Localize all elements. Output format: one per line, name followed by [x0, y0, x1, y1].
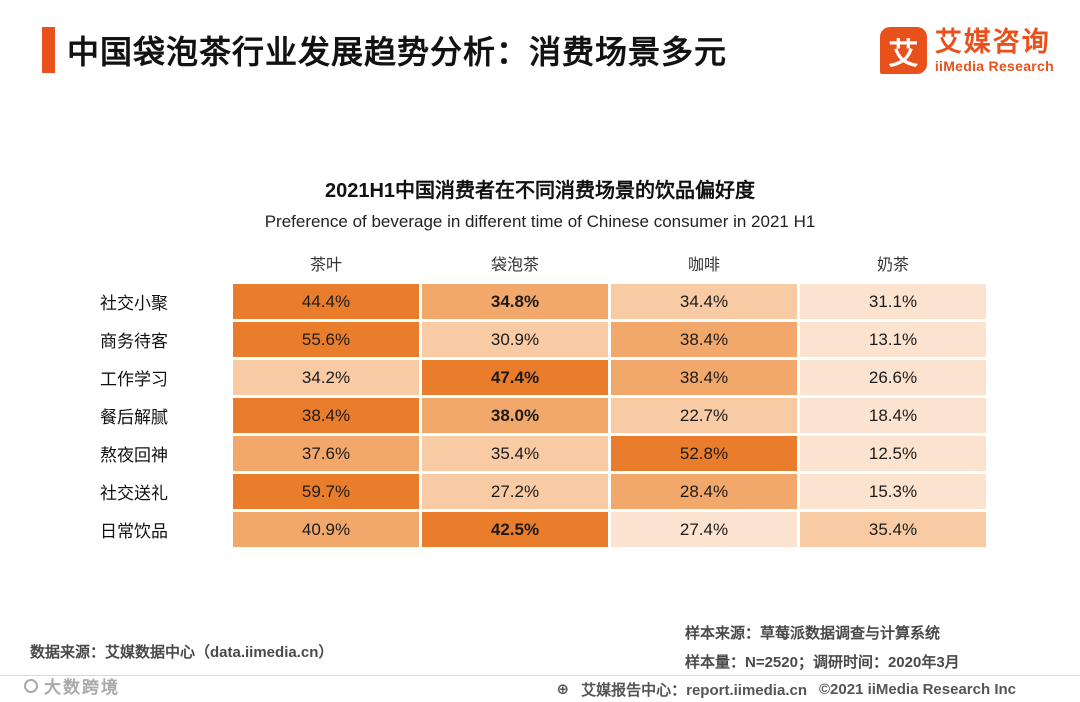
chart-section: 2021H1中国消费者在不同消费场景的饮品偏好度 Preference of b…: [0, 174, 1080, 550]
value-cell: 27.4%: [611, 512, 797, 547]
column-header-3: 咖啡: [687, 257, 720, 274]
value-cell: 28.4%: [611, 474, 797, 509]
row-label: 社交送礼: [100, 484, 168, 503]
row-label: 商务待客: [100, 332, 168, 351]
value-cell: 59.7%: [233, 474, 419, 509]
table-corner: [96, 250, 230, 276]
table-row: 餐后解腻 38.4% 38.0% 22.7% 18.4%: [96, 398, 986, 433]
value-cell: 18.4%: [800, 398, 986, 433]
value-cell: 40.9%: [233, 512, 419, 547]
row-label: 社交小聚: [100, 294, 168, 313]
value-cell: 34.2%: [233, 360, 419, 395]
value-cell: 27.2%: [422, 474, 608, 509]
report-center-icon: ⊕: [556, 681, 570, 698]
value-cell: 38.0%: [422, 398, 608, 433]
report-center-text: 艾媒报告中心：report.iimedia.cn: [581, 681, 807, 699]
value-cell: 38.4%: [233, 398, 419, 433]
row-label: 餐后解腻: [100, 408, 168, 427]
value-cell: 37.6%: [233, 436, 419, 471]
column-header-1: 茶叶: [309, 257, 342, 274]
value-cell: 52.8%: [611, 436, 797, 471]
row-label: 日常饮品: [100, 522, 168, 541]
value-cell: 38.4%: [611, 360, 797, 395]
value-cell: 35.4%: [800, 512, 986, 547]
row-label: 工作学习: [100, 370, 168, 389]
iimedia-logo: 艾 艾媒咨询 iiMedia Research: [879, 27, 1054, 75]
table-row: 工作学习 34.2% 47.4% 38.4% 26.6%: [96, 360, 986, 395]
chart-title-en: Preference of beverage in different time…: [264, 212, 816, 231]
row-label: 熬夜回神: [100, 446, 168, 465]
data-source-note: 数据来源：艾媒数据中心（data.iimedia.cn）: [30, 644, 334, 661]
copyright-text: ©2021 iiMedia Research Inc: [819, 680, 1016, 698]
table-row: 熬夜回神 37.6% 35.4% 52.8% 12.5%: [96, 436, 986, 471]
table-row: 日常饮品 40.9% 42.5% 27.4% 35.4%: [96, 512, 986, 547]
sample-source-note: 样本来源：草莓派数据调查与计算系统: [685, 625, 941, 642]
value-cell: 13.1%: [800, 322, 986, 357]
footer-bar: ⊕ 艾媒报告中心：report.iimedia.cn ©2021 iiMedia…: [0, 675, 1080, 702]
value-cell: 47.4%: [422, 360, 608, 395]
value-cell: 42.5%: [422, 512, 608, 547]
iimedia-logo-text: 艾媒咨询 iiMedia Research: [935, 27, 1054, 74]
sample-notes: 样本来源：草莓派数据调查与计算系统 样本量：N=2520；调研时间：2020年3…: [685, 620, 960, 677]
value-cell: 34.4%: [611, 284, 797, 319]
heatmap-table: 茶叶 袋泡茶 咖啡 奶茶社交小聚 44.4% 34.8% 34.4% 31.1% 商务待客 55.…: [96, 250, 986, 547]
sample-size-note: 样本量：N=2520；调研时间：2020年3月: [685, 653, 960, 671]
watermark-text: 大数跨境: [44, 678, 120, 697]
value-cell: 31.1%: [800, 284, 986, 319]
header: 中国袋泡茶行业发展趋势分析：消费场景多元 艾 艾媒咨询 iiMedia Rese…: [42, 27, 1054, 74]
title-accent-bar: [42, 27, 55, 73]
title-block: 中国袋泡茶行业发展趋势分析：消费场景多元: [42, 27, 727, 73]
table-header-row: 茶叶 袋泡茶 咖啡 奶茶: [96, 250, 986, 276]
value-cell: 12.5%: [800, 436, 986, 471]
column-header-2: 袋泡茶: [490, 257, 539, 274]
value-cell: 35.4%: [422, 436, 608, 471]
chart-title-cn: 2021H1中国消费者在不同消费场景的饮品偏好度: [324, 180, 756, 202]
value-cell: 38.4%: [611, 322, 797, 357]
value-cell: 22.7%: [611, 398, 797, 433]
value-cell: 34.8%: [422, 284, 608, 319]
page-title: 中国袋泡茶行业发展趋势分析：消费场景多元: [67, 34, 728, 70]
value-cell: 55.6%: [233, 322, 419, 357]
iimedia-logo-icon: 艾: [879, 27, 927, 75]
table-row: 社交送礼 59.7% 27.2% 28.4% 15.3%: [96, 474, 986, 509]
watermark: 大数跨境: [24, 673, 120, 698]
value-cell: 15.3%: [800, 474, 986, 509]
column-header-4: 奶茶: [876, 257, 909, 274]
logo-text-cn: 艾媒咨询: [934, 27, 1051, 57]
table-row: 商务待客 55.6% 30.9% 38.4% 13.1%: [96, 322, 986, 357]
value-cell: 26.6%: [800, 360, 986, 395]
value-cell: 44.4%: [233, 284, 419, 319]
value-cell: 30.9%: [422, 322, 608, 357]
table-row: 社交小聚 44.4% 34.8% 34.4% 31.1%: [96, 284, 986, 319]
watermark-icon: [24, 678, 38, 693]
logo-text-en: iiMedia Research: [934, 58, 1054, 75]
